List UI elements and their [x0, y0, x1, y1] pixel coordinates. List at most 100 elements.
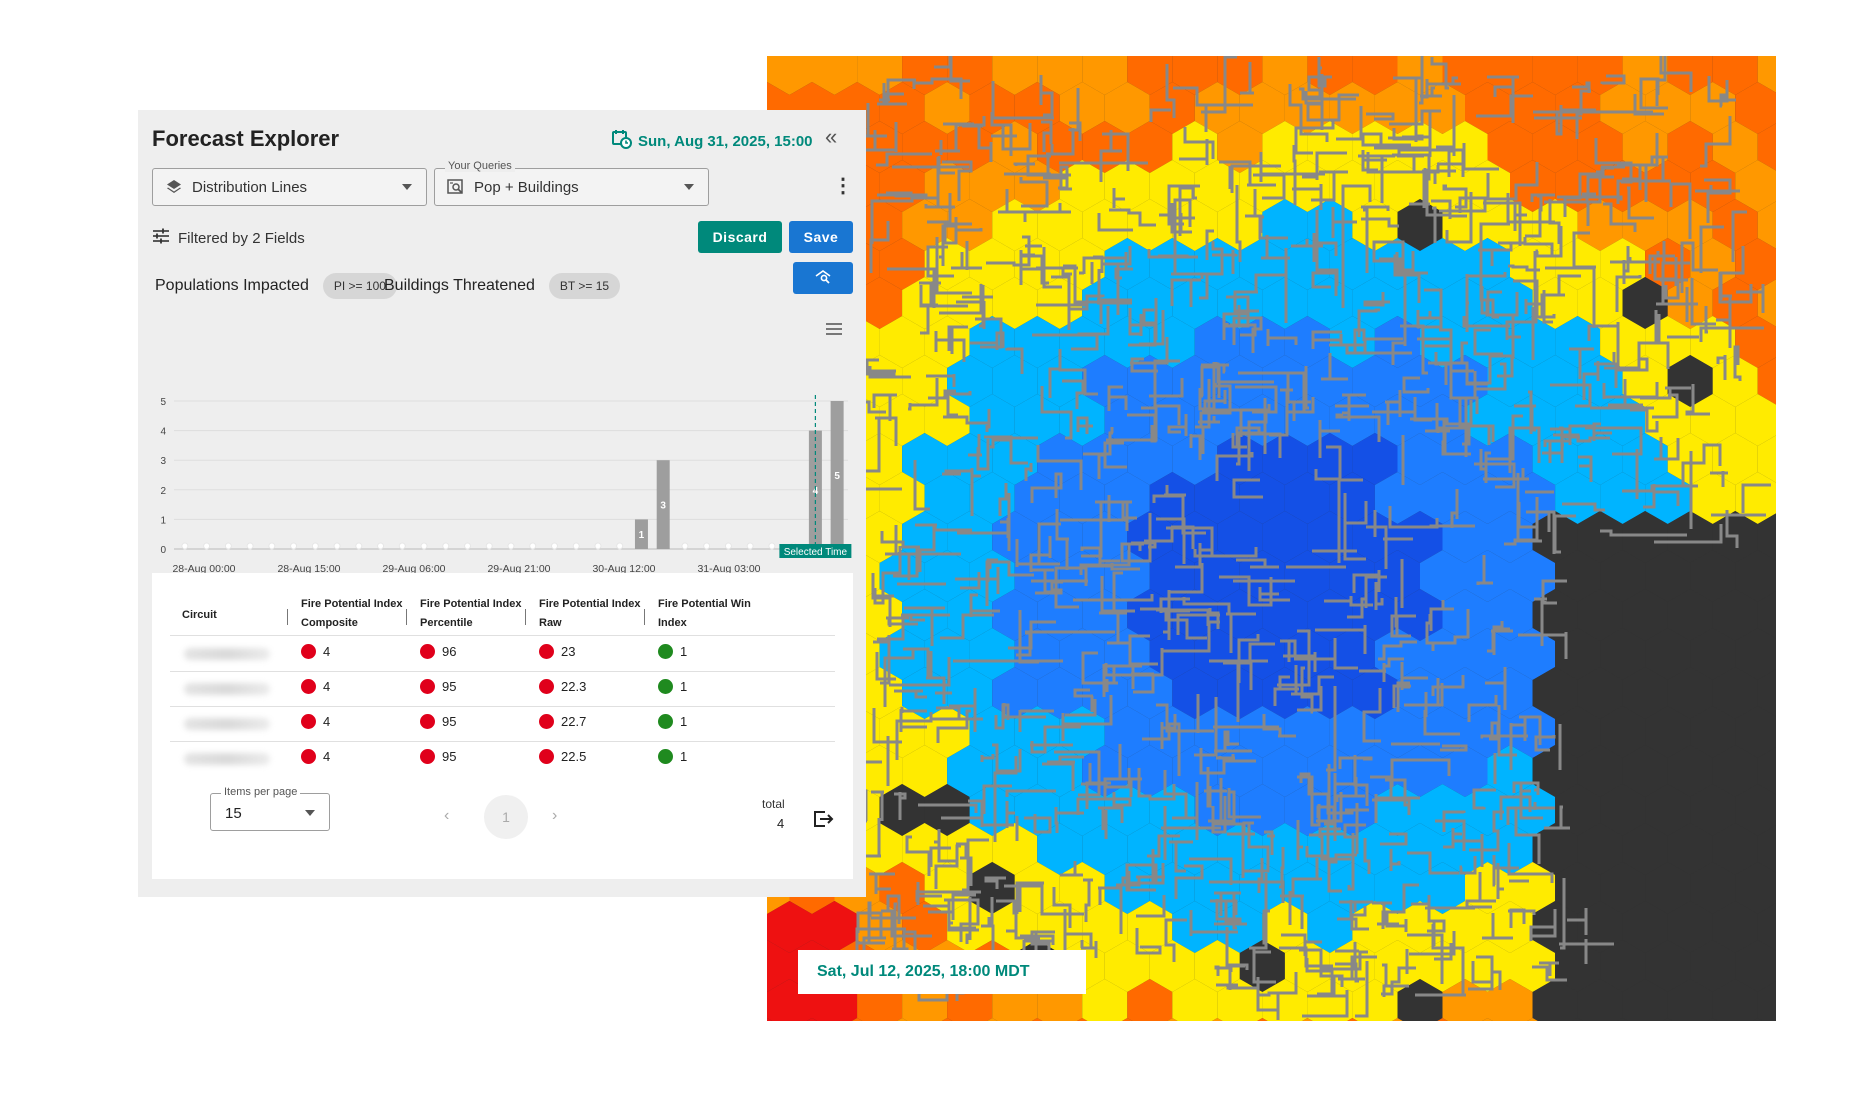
hex-cell [1667, 511, 1713, 563]
hex-cell [1392, 1018, 1403, 1021]
hex-cell [1037, 823, 1083, 875]
hex-cell [1622, 667, 1668, 719]
hex-cell [1465, 82, 1510, 134]
hex-cell [1712, 901, 1758, 953]
hex-cell [1667, 355, 1713, 407]
hex-cell [1257, 1018, 1268, 1021]
saved-search-icon [447, 178, 465, 196]
forecast-datetime[interactable]: Sun, Aug 31, 2025, 15:00 [612, 129, 813, 153]
table-header: Circuit Fire Potential Index Composite Fi… [170, 595, 835, 636]
hex-cell [851, 1018, 863, 1021]
discard-button[interactable]: Discard [698, 221, 782, 253]
collapse-double-chevron-icon[interactable]: « [825, 124, 838, 149]
hex-cell [1757, 669, 1776, 717]
status-dot-icon [658, 749, 673, 764]
chevron-down-icon [402, 184, 412, 190]
cell-percentile: 95 [420, 679, 456, 694]
hex-cell [1555, 472, 1601, 524]
export-icon[interactable] [812, 809, 834, 834]
filter-summary[interactable]: Filtered by 2 Fields [152, 228, 305, 248]
hex-cell [1352, 56, 1398, 95]
hex-cell [947, 56, 993, 95]
hex-cell [1329, 472, 1375, 524]
hex-cell [947, 121, 993, 173]
hex-cell [1420, 784, 1465, 836]
zero-marker [529, 542, 537, 550]
hex-cell [1600, 862, 1646, 914]
next-page-icon[interactable]: › [552, 807, 558, 824]
column-header-circuit[interactable]: Circuit [182, 609, 217, 621]
hex-cell [1577, 745, 1623, 797]
map-timestamp: Sat, Jul 12, 2025, 18:00 MDT [798, 950, 1086, 994]
hex-cell [1127, 979, 1173, 1021]
hex-cell [1735, 628, 1776, 680]
column-header-fpi-raw[interactable]: Fire Potential Index Raw [539, 598, 641, 629]
items-per-page-select[interactable]: Items per page 15 [210, 786, 330, 831]
layer-select[interactable]: Distribution Lines [152, 168, 427, 206]
hex-cell [992, 56, 1038, 95]
column-header-fpi-composite[interactable]: Fire Potential Index Composite [301, 598, 403, 629]
cell-raw: 22.3 [539, 679, 586, 694]
hex-cell [1532, 667, 1578, 719]
zero-marker [420, 542, 428, 550]
hex-cell [1420, 862, 1465, 914]
hex-cell [1442, 589, 1488, 641]
hex-cell [1442, 433, 1488, 485]
hex-cell [1082, 901, 1128, 953]
hex-cell [1284, 550, 1330, 602]
hex-cell [1194, 316, 1240, 368]
page-button-current[interactable]: 1 [484, 795, 528, 839]
hex-cell [1014, 238, 1060, 290]
hex-cell [1645, 706, 1691, 758]
hex-cell [1194, 472, 1240, 524]
zero-marker [290, 542, 298, 550]
layers-icon [165, 178, 183, 196]
prev-page-icon[interactable]: ‹ [444, 807, 450, 824]
hex-cell [1082, 56, 1128, 95]
hex-cell [1600, 628, 1646, 680]
hex-cell [1712, 121, 1758, 173]
table-row[interactable]: 4 95 22.7 1 [170, 706, 835, 742]
more-vert-icon[interactable]: ⋮ [833, 175, 853, 197]
chart-menu-icon[interactable] [826, 323, 842, 338]
hex-cell [806, 1018, 818, 1021]
hex-cell [1352, 979, 1398, 1021]
hex-cell [857, 745, 903, 797]
zero-marker [442, 542, 450, 550]
hex-cell [1420, 238, 1465, 290]
hex-cell [924, 316, 970, 368]
status-dot-icon [420, 679, 435, 694]
hex-cell [924, 628, 970, 680]
hex-cell [1239, 238, 1285, 290]
hex-cell [1104, 82, 1150, 134]
criterion-chip[interactable]: PI >= 100 [322, 273, 397, 299]
y-tick-label: 1 [160, 515, 166, 526]
query-map-button[interactable] [793, 262, 853, 294]
query-select[interactable]: Your Queries Pop + Buildings [434, 160, 709, 206]
fire-potential-map[interactable] [767, 56, 1776, 1021]
forecast-explorer-panel: Forecast Explorer Sun, Aug 31, 2025, 15:… [138, 110, 866, 897]
save-button[interactable]: Save [789, 221, 853, 253]
column-header-fpi-percentile[interactable]: Fire Potential Index Percentile [420, 598, 522, 629]
chevron-down-icon [305, 810, 315, 816]
hex-cell [924, 394, 970, 446]
filter-label: Filtered by 2 Fields [178, 229, 305, 247]
table-row[interactable]: 4 95 22.5 1 [170, 741, 835, 776]
hex-cell [1532, 823, 1578, 875]
hex-cell [1712, 589, 1758, 641]
column-header-fpi-wind[interactable]: Fire Potential Win Index [658, 598, 751, 629]
table-row[interactable]: 4 96 23 1 [170, 636, 835, 672]
hex-cell [1122, 1018, 1133, 1021]
hex-cell [1374, 82, 1420, 134]
status-dot-icon [420, 714, 435, 729]
table-row[interactable]: 4 95 22.3 1 [170, 671, 835, 707]
forecast-bar-chart[interactable]: 0 1 2 3 4 5 1 3 4 5 Selected Time 28-Aug 00:00 28-Au… [138, 335, 866, 575]
hex-cell [1667, 823, 1713, 875]
status-dot-icon [301, 679, 316, 694]
circuits-table-card: Circuit Fire Potential Index Composite Fi… [152, 573, 853, 879]
hex-cell [1622, 433, 1668, 485]
criterion-chip[interactable]: BT >= 15 [548, 273, 621, 299]
hex-cell [1149, 82, 1195, 134]
hex-cell [1420, 316, 1465, 368]
hex-cell [1059, 784, 1105, 836]
